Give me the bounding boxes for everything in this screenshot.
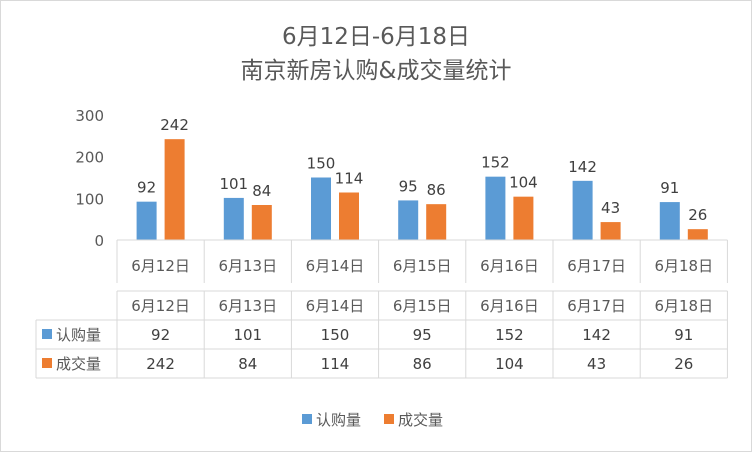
legend: 认购量 成交量	[302, 411, 443, 429]
data-label: 152	[481, 154, 510, 172]
x-tick-label: 6月15日	[393, 257, 452, 275]
data-label: 114	[335, 170, 364, 188]
table-cell: 142	[582, 326, 611, 344]
bar-transaction	[164, 139, 185, 240]
bar-subscription	[659, 202, 680, 240]
y-tick-label: 0	[94, 232, 104, 250]
y-tick-label: 300	[75, 107, 104, 125]
table-header-cell: 6月12日	[131, 297, 190, 315]
data-label: 242	[160, 116, 189, 134]
y-tick-label: 100	[75, 190, 104, 208]
x-tick-label: 6月18日	[654, 257, 713, 275]
y-tick-label: 200	[75, 149, 104, 167]
legend-label: 成交量	[398, 411, 443, 429]
bar-subscription	[223, 197, 244, 240]
bar-transaction	[251, 205, 272, 240]
x-tick-label: 6月12日	[131, 257, 190, 275]
data-label: 26	[688, 206, 707, 224]
data-label: 84	[252, 182, 271, 200]
table-cell: 150	[321, 326, 350, 344]
table-row-label: 成交量	[56, 355, 101, 373]
table-cell: 91	[674, 326, 693, 344]
table-header-cell: 6月15日	[393, 297, 452, 315]
x-tick-label: 6月16日	[480, 257, 539, 275]
plot-area: 92 101 150 95 152 142 91 242 84 114 86 104 43 26 6月12日…	[116, 116, 728, 283]
y-axis: 0 100 200 300	[75, 107, 104, 250]
legend-key	[302, 414, 312, 424]
table-cell: 43	[587, 355, 606, 373]
table-cell: 92	[151, 326, 170, 344]
table-cell: 152	[495, 326, 524, 344]
table-cell: 84	[238, 355, 257, 373]
table-header-cell: 6月13日	[218, 297, 277, 315]
bar-transaction	[687, 229, 708, 240]
chart-title-line2: 南京新房认购&成交量统计	[241, 58, 512, 84]
table-legend-key	[42, 358, 52, 368]
bar-subscription	[136, 201, 157, 240]
table-cell: 86	[413, 355, 432, 373]
table-header-cell: 6月14日	[306, 297, 365, 315]
legend-key	[384, 414, 394, 424]
data-label: 101	[219, 175, 248, 193]
table-header-cell: 6月17日	[567, 297, 626, 315]
table-header-cell: 6月16日	[480, 297, 539, 315]
data-label: 92	[137, 179, 156, 197]
table-cell: 104	[495, 355, 524, 373]
table-legend-key	[42, 329, 52, 339]
table-cell: 26	[674, 355, 693, 373]
table-cell: 95	[413, 326, 432, 344]
x-tick-label: 6月17日	[567, 257, 626, 275]
data-label: 43	[601, 199, 620, 217]
data-label: 142	[568, 158, 597, 176]
data-label: 86	[427, 181, 446, 199]
data-label: 150	[307, 155, 336, 173]
data-label: 91	[660, 179, 679, 197]
legend-label: 认购量	[316, 411, 361, 429]
table-row-label: 认购量	[56, 326, 101, 344]
bar-subscription	[398, 200, 419, 240]
bar-subscription	[311, 177, 331, 240]
bar-transaction	[600, 222, 621, 240]
bar-subscription	[485, 176, 506, 240]
bar-transaction	[513, 196, 534, 240]
table-cell: 242	[146, 355, 175, 373]
table-cell: 101	[233, 326, 262, 344]
table-header-cell: 6月18日	[654, 297, 713, 315]
data-label: 104	[509, 174, 538, 192]
chart-title-line1: 6月12日-6月18日	[282, 24, 470, 50]
x-tick-label: 6月14日	[306, 257, 365, 275]
bar-subscription	[572, 180, 593, 240]
bar-transaction	[339, 192, 359, 240]
data-label: 95	[399, 177, 418, 195]
table-cell: 114	[321, 355, 350, 373]
x-tick-label: 6月13日	[218, 257, 277, 275]
bar-transaction	[426, 204, 447, 240]
